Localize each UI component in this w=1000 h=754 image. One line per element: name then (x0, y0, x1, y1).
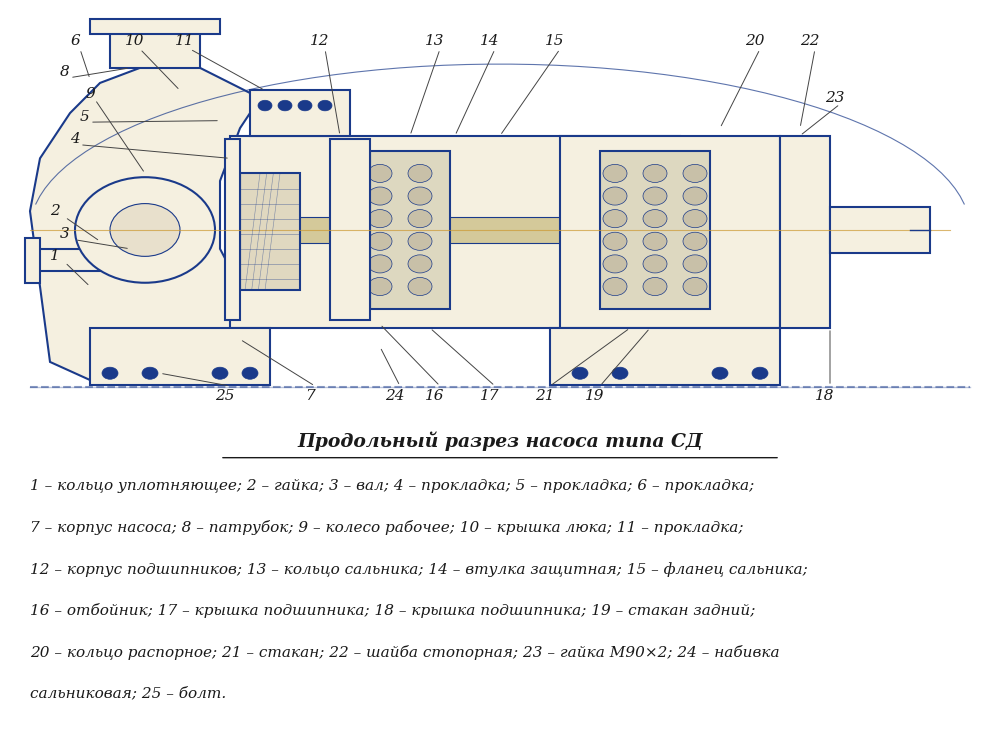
Circle shape (683, 210, 707, 228)
Circle shape (102, 367, 118, 379)
Circle shape (318, 100, 332, 111)
Circle shape (603, 277, 627, 296)
Text: 10: 10 (125, 35, 145, 48)
Text: 3: 3 (60, 227, 70, 241)
Text: 2: 2 (50, 204, 60, 218)
Circle shape (643, 255, 667, 273)
Bar (330, 139, 370, 320)
Circle shape (572, 367, 588, 379)
Text: 16: 16 (425, 389, 445, 403)
Circle shape (603, 187, 627, 205)
Text: 22: 22 (800, 35, 820, 48)
Bar (780, 136, 830, 328)
Circle shape (408, 210, 432, 228)
Circle shape (603, 255, 627, 273)
Text: 13: 13 (425, 35, 445, 48)
Circle shape (683, 232, 707, 250)
Polygon shape (30, 249, 130, 271)
Circle shape (683, 164, 707, 182)
Circle shape (242, 367, 258, 379)
Text: 14: 14 (480, 35, 500, 48)
Text: 11: 11 (175, 35, 195, 48)
Circle shape (603, 232, 627, 250)
Circle shape (643, 277, 667, 296)
Bar (230, 136, 680, 328)
Circle shape (278, 100, 292, 111)
Circle shape (408, 187, 432, 205)
Circle shape (368, 232, 392, 250)
Bar (560, 136, 780, 328)
Circle shape (258, 100, 272, 111)
Text: 15: 15 (545, 35, 565, 48)
Bar (830, 207, 930, 253)
Circle shape (298, 100, 312, 111)
Circle shape (110, 204, 180, 256)
Circle shape (603, 164, 627, 182)
Polygon shape (110, 30, 200, 68)
Circle shape (368, 277, 392, 296)
Bar (230, 217, 880, 243)
Text: 12: 12 (310, 35, 330, 48)
Circle shape (752, 367, 768, 379)
Circle shape (142, 367, 158, 379)
Text: 1: 1 (50, 250, 60, 263)
Text: 20 – кольцо распорное; 21 – стакан; 22 – шайба стопорная; 23 – гайка М90×2; 24 –: 20 – кольцо распорное; 21 – стакан; 22 –… (30, 645, 780, 660)
Circle shape (212, 367, 228, 379)
Text: 17: 17 (480, 389, 500, 403)
Circle shape (368, 210, 392, 228)
Text: 20: 20 (745, 35, 765, 48)
Bar (240, 173, 300, 290)
Circle shape (712, 367, 728, 379)
Bar (225, 139, 240, 320)
Circle shape (612, 367, 628, 379)
Text: 5: 5 (80, 110, 90, 124)
Text: 6: 6 (70, 35, 80, 48)
Text: 4: 4 (70, 133, 80, 146)
Circle shape (643, 164, 667, 182)
Circle shape (368, 187, 392, 205)
Text: 25: 25 (215, 389, 235, 403)
Text: 7 – корпус насоса; 8 – патрубок; 9 – колесо рабочее; 10 – крышка люка; 11 – прок: 7 – корпус насоса; 8 – патрубок; 9 – кол… (30, 520, 744, 535)
Text: 18: 18 (815, 389, 835, 403)
Circle shape (75, 177, 215, 283)
Text: 16 – отбойник; 17 – крышка подшипника; 18 – крышка подшипника; 19 – стакан задни: 16 – отбойник; 17 – крышка подшипника; 1… (30, 603, 755, 618)
Circle shape (683, 255, 707, 273)
Text: 21: 21 (535, 389, 555, 403)
Circle shape (408, 277, 432, 296)
Circle shape (408, 232, 432, 250)
Circle shape (368, 164, 392, 182)
Polygon shape (550, 328, 780, 385)
Bar (370, 151, 450, 309)
Text: 7: 7 (305, 389, 315, 403)
Polygon shape (90, 328, 270, 385)
Text: 9: 9 (85, 87, 95, 101)
Circle shape (643, 187, 667, 205)
Circle shape (408, 164, 432, 182)
Circle shape (408, 255, 432, 273)
Circle shape (643, 210, 667, 228)
Text: сальниковая; 25 – болт.: сальниковая; 25 – болт. (30, 686, 226, 700)
Text: 8: 8 (60, 65, 70, 78)
Text: 24: 24 (385, 389, 405, 403)
Text: 19: 19 (585, 389, 605, 403)
Circle shape (683, 277, 707, 296)
Circle shape (368, 255, 392, 273)
Circle shape (683, 187, 707, 205)
Text: 23: 23 (825, 91, 845, 105)
Polygon shape (90, 19, 220, 34)
Text: 1 – кольцо уплотняющее; 2 – гайка; 3 – вал; 4 – прокладка; 5 – прокладка; 6 – пр: 1 – кольцо уплотняющее; 2 – гайка; 3 – в… (30, 479, 754, 493)
Circle shape (643, 232, 667, 250)
Text: Продольный разрез насоса типа СД: Продольный разрез насоса типа СД (297, 431, 703, 451)
Polygon shape (25, 238, 40, 283)
Bar (600, 151, 710, 309)
Polygon shape (30, 68, 260, 385)
Bar (250, 90, 350, 136)
Text: 12 – корпус подшипников; 13 – кольцо сальника; 14 – втулка защитная; 15 – фланец: 12 – корпус подшипников; 13 – кольцо сал… (30, 562, 808, 577)
Circle shape (603, 210, 627, 228)
